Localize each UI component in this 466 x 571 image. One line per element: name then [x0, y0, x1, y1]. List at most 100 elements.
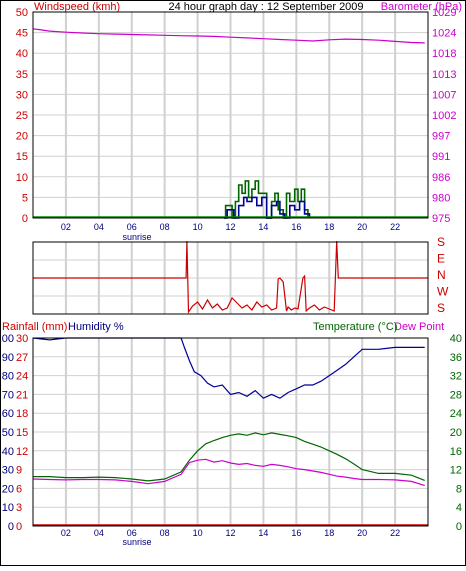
rainfall-tick-21: 21: [16, 389, 28, 401]
rainfall-tick-0: 0: [16, 521, 22, 533]
hour-top-tick-08: 08: [160, 222, 170, 232]
windspeed-tick-45: 45: [16, 28, 28, 40]
rainfall-tick-15: 15: [16, 427, 28, 439]
hour-top-tick-06: 06: [127, 222, 137, 232]
temperature-tick-24: 24: [450, 408, 462, 420]
temperature-tick-4: 4: [456, 502, 462, 514]
hour-bottom-tick-04: 04: [94, 528, 104, 538]
dew-point-axis-label: Dew Point: [394, 321, 444, 333]
hour-bottom-tick-22: 22: [390, 528, 400, 538]
temperature-tick-28: 28: [450, 389, 462, 401]
humidity-tick-70: 70: [2, 389, 14, 401]
windspeed-tick-5: 5: [22, 192, 28, 204]
barometer-tick-991: 991: [432, 151, 450, 163]
hour-top-tick-12: 12: [225, 222, 235, 232]
humidity-tick-100: 100: [0, 333, 14, 345]
barometer-tick-986: 986: [432, 172, 450, 184]
wind-direction-series-group: [33, 240, 428, 314]
temperature-tick-36: 36: [450, 352, 462, 364]
hour-top-tick-10: 10: [193, 222, 203, 232]
windspeed-tick-labels: 0 5 10 15 20 25 30 35 40 45 50: [16, 7, 28, 225]
temperature-tick-40: 40: [450, 333, 462, 345]
barometer-tick-1013: 1013: [432, 69, 456, 81]
windspeed-tick-20: 20: [16, 131, 28, 143]
barometer-tick-997: 997: [432, 131, 450, 143]
wind-direction-label-0: S: [437, 235, 445, 249]
temperature-tick-12: 12: [450, 465, 462, 477]
temperature-axis-label: Temperature (°C): [313, 321, 397, 333]
hour-top-tick-02: 02: [61, 222, 71, 232]
rainfall-tick-6: 6: [16, 483, 22, 495]
barometer-tick-1024: 1024: [432, 28, 456, 40]
hour-bottom-tick-02: 02: [61, 528, 71, 538]
windspeed-tick-50: 50: [16, 7, 28, 19]
humidity-axis-label: Humidity %: [68, 321, 124, 333]
humidity-tick-80: 80: [2, 371, 14, 383]
hour-bottom-tick-12: 12: [225, 528, 235, 538]
rainfall-tick-18: 18: [16, 408, 28, 420]
windspeed-tick-0: 0: [22, 213, 28, 225]
hour-bottom-tick-20: 20: [357, 528, 367, 538]
temperature-line: [33, 432, 425, 482]
barometer-tick-1018: 1018: [432, 48, 456, 60]
humidity-tick-labels: 0 10 20 30 40 50 60 70 80 90 100: [0, 333, 14, 533]
hour-top-tick-14: 14: [258, 222, 268, 232]
rainfall-tick-9: 9: [16, 465, 22, 477]
wind-direction-line: [33, 240, 428, 314]
dew-point-line: [32, 458, 425, 487]
humidity-plot-frame: [32, 337, 429, 527]
wind-direction-label-2: N: [437, 268, 446, 282]
humidity-tick-0: 0: [8, 521, 14, 533]
temperature-tick-20: 20: [450, 427, 462, 439]
hour-top-tick-18: 18: [324, 222, 334, 232]
windspeed-tick-15: 15: [16, 151, 28, 163]
barometer-axis-label: Barometer (hPa): [381, 1, 462, 13]
temperature-tick-labels: 0 4 8 12 16 20 24 28 32 36 40: [450, 333, 462, 533]
rainfall-tick-24: 24: [16, 371, 28, 383]
hour-top-tick-22: 22: [390, 222, 400, 232]
barometer-tick-1029: 1029: [432, 7, 456, 19]
chart-title: 24 hour graph day : 12 September 2009: [168, 1, 363, 13]
barometer-tick-1002: 1002: [432, 110, 456, 122]
windspeed-tick-35: 35: [16, 69, 28, 81]
hour-tick-labels-top: 02 04 06 08 10 12 14 16 18 20 22: [61, 222, 400, 232]
humidity-tick-30: 30: [2, 465, 14, 477]
hour-bottom-tick-16: 16: [291, 528, 301, 538]
humidity-tick-50: 50: [2, 427, 14, 439]
temperature-tick-32: 32: [450, 371, 462, 383]
hour-bottom-tick-06: 06: [127, 528, 137, 538]
temperature-tick-16: 16: [450, 446, 462, 458]
rainfall-tick-30: 30: [16, 333, 28, 345]
rainfall-tick-labels: 0 3 6 9 12 15 18 21 24 27 30: [16, 333, 28, 533]
windspeed-tick-10: 10: [16, 172, 28, 184]
wind-direction-plot-frame: [32, 241, 429, 315]
rainfall-tick-27: 27: [16, 352, 28, 364]
rainfall-tick-12: 12: [16, 446, 28, 458]
sunrise-label-top: sunrise: [122, 232, 151, 242]
humidity-tick-60: 60: [2, 408, 14, 420]
barometer-tick-labels: 975 980 986 991 997 1002 1007 1013 1018 1024 1029: [432, 7, 456, 225]
hour-bottom-tick-18: 18: [324, 528, 334, 538]
hour-bottom-tick-08: 08: [160, 528, 170, 538]
barometer-tick-980: 980: [432, 192, 450, 204]
windspeed-axis-label: Windspeed (kmh): [34, 1, 120, 13]
hour-bottom-tick-14: 14: [258, 528, 268, 538]
humidity-tick-20: 20: [2, 483, 14, 495]
windspeed-tick-30: 30: [16, 89, 28, 101]
hour-bottom-tick-10: 10: [193, 528, 203, 538]
rainfall-axis-label: Rainfall (mm): [2, 321, 67, 333]
hour-top-tick-20: 20: [357, 222, 367, 232]
windspeed-plot-frame: [32, 11, 429, 219]
rainfall-tick-3: 3: [16, 502, 22, 514]
barometer-line: [32, 28, 425, 44]
hour-top-tick-16: 16: [291, 222, 301, 232]
wind-direction-label-3: W: [437, 285, 449, 299]
windspeed-grid: [33, 12, 428, 218]
barometer-tick-975: 975: [432, 213, 450, 225]
sunrise-label-bottom: sunrise: [122, 537, 151, 547]
temperature-tick-0: 0: [456, 521, 462, 533]
humidity-grid: [33, 338, 428, 526]
